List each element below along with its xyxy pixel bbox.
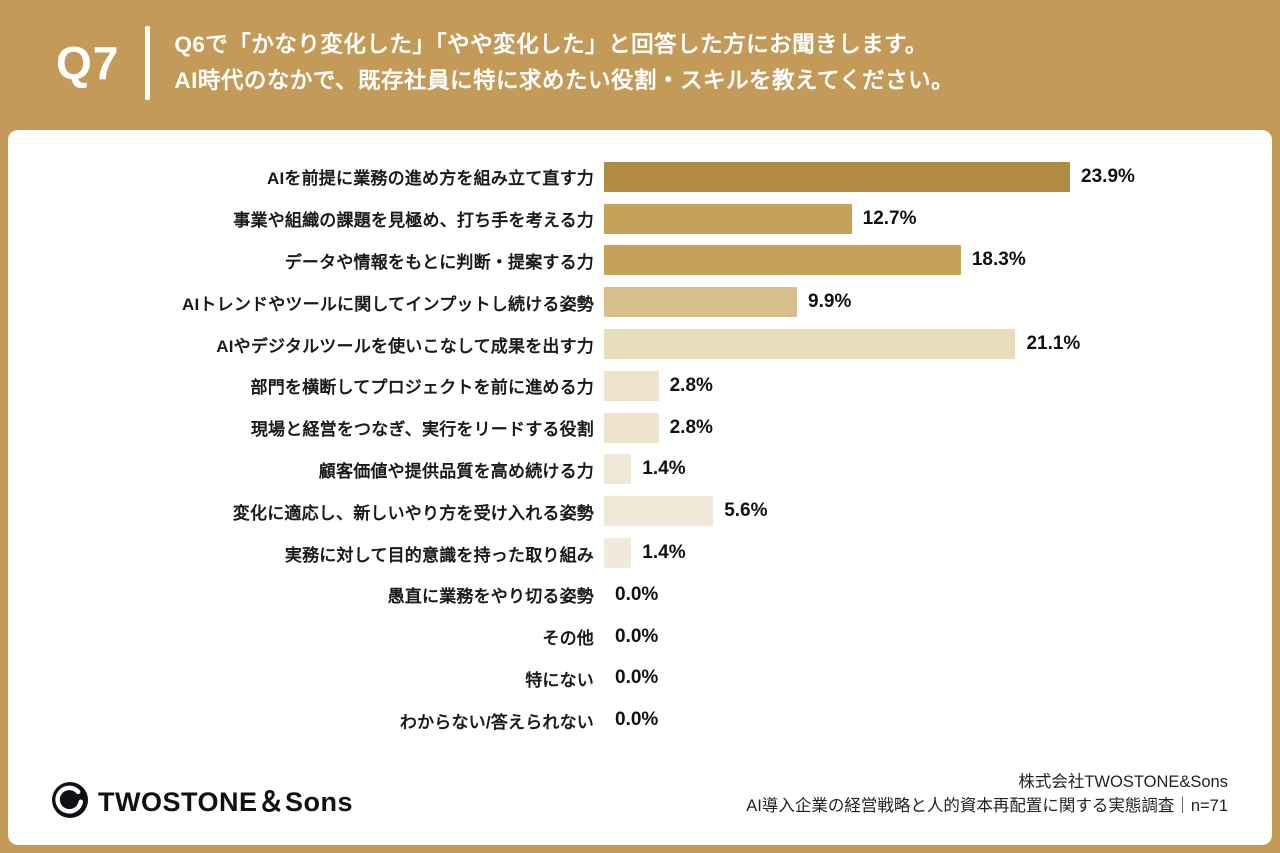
bar-track: 1.4%: [604, 449, 1242, 491]
bar-track: 0.0%: [604, 699, 1242, 741]
bar-track: 0.0%: [604, 616, 1242, 658]
question-line-2: AI時代のなかで、既存社員に特に求めたい役割・スキルを教えてください。: [174, 68, 955, 93]
value-label: 1.4%: [642, 542, 686, 564]
bar-row: AIを前提に業務の進め方を組み立て直す力 23.9%: [38, 156, 1242, 198]
value-label: 2.8%: [669, 374, 713, 396]
question-text: Q6で「かなり変化した」「やや変化した」と回答した方にお聞きします。 AI時代の…: [174, 27, 954, 99]
category-label: 事業や組織の課題を見極め、打ち手を考える力: [233, 211, 594, 231]
category-label: その他: [542, 629, 594, 649]
bar-track: 5.6%: [604, 490, 1242, 532]
bar-row: 変化に適応し、新しいやり方を受け入れる姿勢 5.6%: [38, 490, 1242, 532]
value-label: 18.3%: [971, 249, 1026, 271]
bar: [604, 329, 1016, 360]
survey-credit: 株式会社TWOSTONE&Sons AI導入企業の経営戦略と人的資本再配置に関す…: [746, 770, 1228, 820]
bar-track: 9.9%: [604, 281, 1242, 323]
bar-track: 12.7%: [604, 198, 1242, 240]
value-label: 1.4%: [642, 458, 686, 480]
bar: [604, 370, 659, 401]
bar: [604, 412, 659, 443]
category-label: 顧客価値や提供品質を高め続ける力: [318, 461, 594, 481]
bar-row: わからない/答えられない 0.0%: [38, 699, 1242, 741]
bar-track: 23.9%: [604, 156, 1242, 198]
logo-text: TWOSTONE＆Sons: [98, 787, 354, 817]
bar-row: 愚直に業務をやり切る姿勢 0.0%: [38, 574, 1242, 616]
category-label: 愚直に業務をやり切る姿勢: [387, 587, 594, 607]
value-label: 0.0%: [615, 625, 659, 647]
bar: [604, 287, 798, 318]
bar-track: 0.0%: [604, 574, 1242, 616]
credit-survey-title: AI導入企業の経営戦略と人的資本再配置に関する実態調査｜n=71: [746, 797, 1228, 816]
bar: [604, 245, 961, 276]
bar-track: 18.3%: [604, 240, 1242, 282]
bar-row: 事業や組織の課題を見極め、打ち手を考える力 12.7%: [38, 198, 1242, 240]
category-label: AIやデジタルツールを使いこなして成果を出す力: [216, 336, 594, 356]
value-label: 0.0%: [615, 709, 659, 731]
value-label: 0.0%: [615, 583, 659, 605]
bar: [604, 454, 632, 485]
bar-row: 部門を横断してプロジェクトを前に進める力 2.8%: [38, 365, 1242, 407]
bar-track: 1.4%: [604, 532, 1242, 574]
value-label: 2.8%: [669, 416, 713, 438]
bar-row: 顧客価値や提供品質を高め続ける力 1.4%: [38, 449, 1242, 491]
category-label: AIを前提に業務の進め方を組み立て直す力: [267, 169, 594, 189]
credit-company: 株式会社TWOSTONE&Sons: [1018, 772, 1228, 791]
value-label: 12.7%: [862, 207, 917, 229]
question-header: Q7 Q6で「かなり変化した」「やや変化した」と回答した方にお聞きします。 AI…: [0, 0, 1280, 126]
bar-row: データや情報をもとに判断・提案する力 18.3%: [38, 240, 1242, 282]
value-label: 5.6%: [724, 500, 768, 522]
category-label: 部門を横断してプロジェクトを前に進める力: [250, 378, 594, 398]
chart-card: AIを前提に業務の進め方を組み立て直す力 23.9% 事業や組織の課題を見極め、…: [8, 130, 1272, 845]
bar-row: その他 0.0%: [38, 616, 1242, 658]
bar-row: AIトレンドやツールに関してインプットし続ける姿勢 9.9%: [38, 281, 1242, 323]
bar-row: 現場と経営をつなぎ、実行をリードする役割 2.8%: [38, 407, 1242, 449]
bar-chart: AIを前提に業務の進め方を組み立て直す力 23.9% 事業や組織の課題を見極め、…: [38, 156, 1242, 764]
bar: [604, 538, 632, 569]
value-label: 0.0%: [615, 667, 659, 689]
category-label: わからない/答えられない: [399, 712, 594, 732]
category-label: 変化に適応し、新しいやり方を受け入れる姿勢: [232, 503, 594, 523]
bar-row: 特にない 0.0%: [38, 658, 1242, 700]
bar: [604, 496, 714, 527]
question-number: Q7: [56, 37, 120, 89]
value-label: 21.1%: [1026, 333, 1081, 355]
category-label: データや情報をもとに判断・提案する力: [284, 252, 594, 272]
logo-circle-icon: [52, 781, 88, 818]
bar-track: 2.8%: [604, 365, 1242, 407]
question-line-1: Q6で「かなり変化した」「やや変化した」と回答した方にお聞きします。: [174, 32, 928, 57]
category-label: AIトレンドやツールに関してインプットし続ける姿勢: [182, 294, 594, 314]
company-logo: TWOSTONE＆Sons: [52, 780, 353, 819]
bar-row: 実務に対して目的意識を持った取り組み 1.4%: [38, 532, 1242, 574]
bar: [604, 161, 1071, 192]
card-footer: TWOSTONE＆Sons 株式会社TWOSTONE&Sons AI導入企業の経…: [38, 764, 1242, 828]
bar-track: 2.8%: [604, 407, 1242, 449]
value-label: 9.9%: [808, 291, 852, 313]
header-divider: [145, 26, 151, 100]
category-label: 特にない: [525, 670, 594, 690]
value-label: 23.9%: [1081, 165, 1135, 187]
category-label: 現場と経営をつなぎ、実行をリードする役割: [250, 420, 594, 440]
category-label: 実務に対して目的意識を持った取り組み: [284, 545, 594, 565]
bar-row: AIやデジタルツールを使いこなして成果を出す力 21.1%: [38, 323, 1242, 365]
bar-track: 21.1%: [604, 323, 1242, 365]
bar-track: 0.0%: [604, 658, 1242, 700]
bar: [604, 203, 852, 234]
